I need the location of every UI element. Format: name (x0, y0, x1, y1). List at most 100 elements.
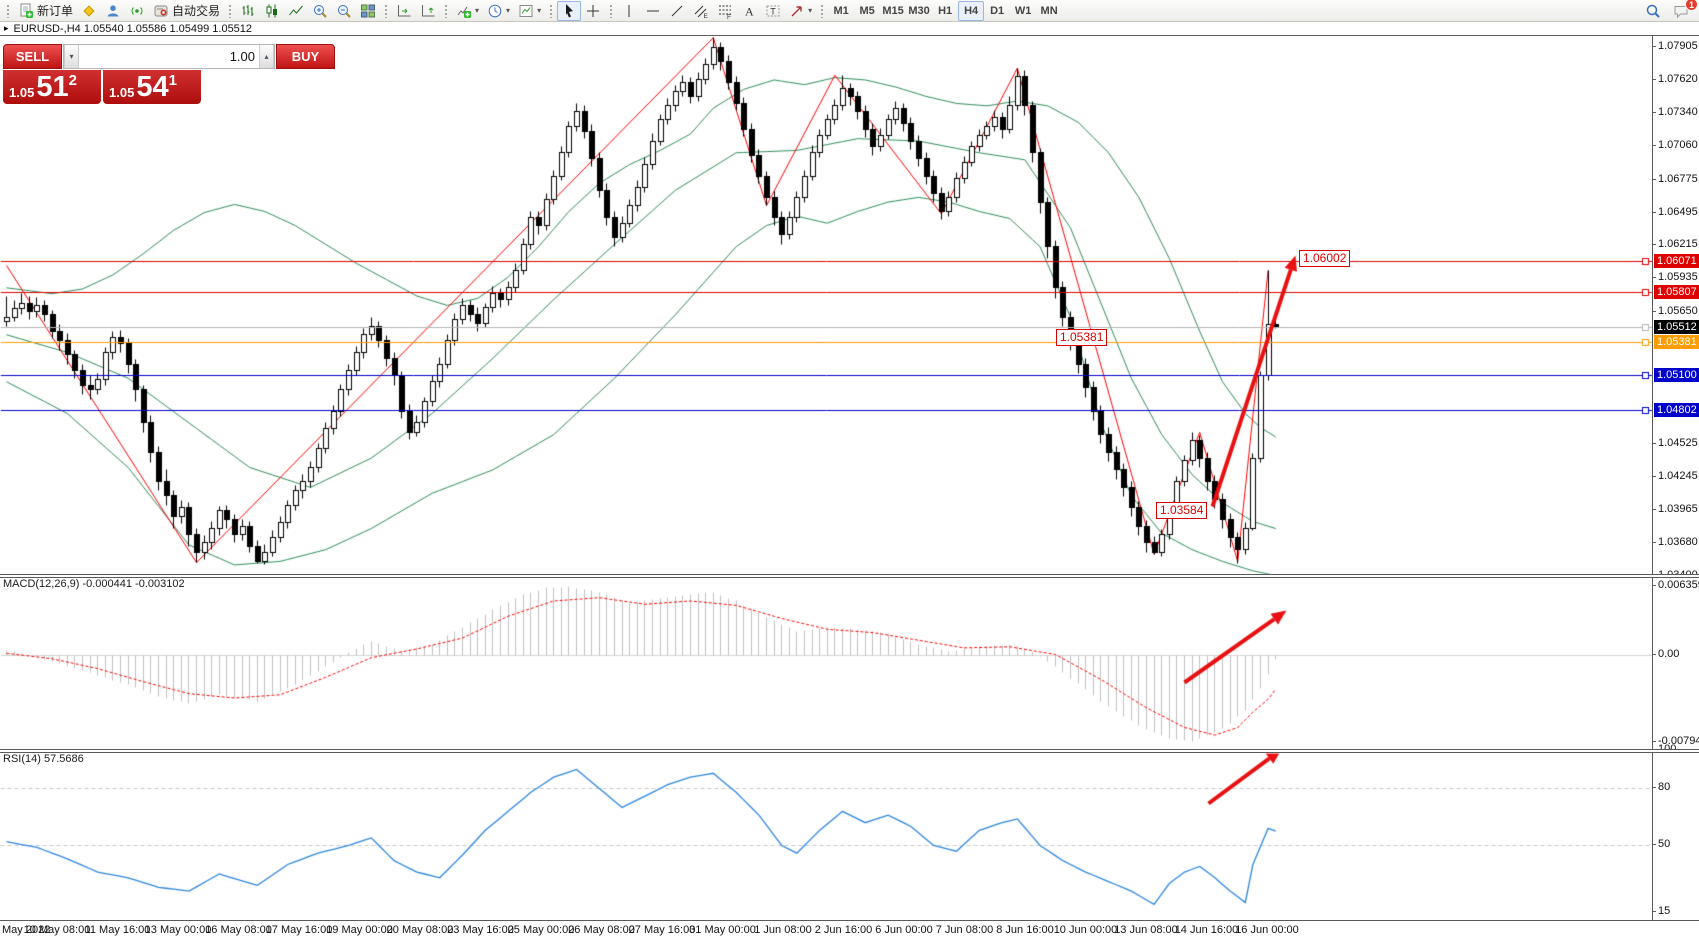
chart-corner-icon: ▸ (4, 23, 9, 33)
toolbar-group-handle[interactable] (609, 3, 614, 18)
line-chart-button[interactable] (284, 1, 308, 21)
price-axis-marker: 1.04802 (1654, 403, 1699, 418)
vertical-line-button[interactable] (617, 1, 641, 21)
time-tick-label: 13 Jun 08:00 (1114, 924, 1178, 936)
trendline-icon (669, 3, 685, 19)
equidistant-channel-icon: E (693, 3, 709, 19)
notifications-button[interactable]: 1 (1669, 0, 1698, 21)
crosshair-button[interactable] (581, 1, 605, 21)
toolbar-group (236, 0, 380, 22)
text-label-icon: T (765, 3, 781, 19)
chevron-down-icon: ▾ (537, 6, 542, 15)
time-tick-label: 14 Jun 16:00 (1174, 924, 1239, 936)
bid-big-digits: 51 (36, 71, 69, 103)
price-label-annotation[interactable]: 1.03584 (1156, 502, 1208, 519)
indicators-button[interactable]: ▾ (452, 1, 483, 21)
auto-scroll-button[interactable] (392, 1, 416, 21)
ask-prefix: 1.05 (109, 85, 135, 100)
time-tick-label: 7 Jun 08:00 (935, 924, 994, 936)
toolbar-group (392, 0, 440, 22)
timeframe-h4-button[interactable]: H4 (958, 0, 985, 21)
price-label-annotation[interactable]: 1.06002 (1299, 250, 1351, 267)
timeframe-m30-button[interactable]: M30 (906, 1, 932, 21)
equidistant-channel-button[interactable]: E (689, 1, 713, 21)
chart-shift-button[interactable] (416, 1, 440, 21)
price-tick-label: 1.06215 (1653, 238, 1698, 251)
arrows-button[interactable]: ▾ (785, 1, 816, 21)
timeframe-mn-button[interactable]: MN (1036, 1, 1062, 21)
time-tick-label: 10 Jun 00:00 (1053, 924, 1118, 936)
buy-button[interactable]: BUY (276, 44, 335, 69)
toolbar-group-handle[interactable] (6, 3, 10, 18)
volume-decrease-button[interactable]: ▾ (64, 45, 79, 68)
toolbar-buttons: 新订单 自动交易 ▾ ▾ ▾ E F A T ▾ M1 M5 M15 M30 H1 H4 D1 W1 MN (2, 0, 1062, 22)
toolbar-group-handle[interactable] (384, 3, 389, 18)
toolbar-group-handle[interactable] (549, 3, 554, 18)
time-tick-label: 17 May 16:00 (265, 924, 333, 936)
tile-windows-icon (360, 3, 376, 19)
macd-scale-label: 0.006359 (1653, 579, 1699, 591)
vertical-line-icon (621, 3, 637, 19)
new-order-button[interactable]: 新订单 (14, 1, 77, 21)
toolbar-group-handle[interactable] (228, 3, 233, 18)
toolbar-group: E F A T ▾ (617, 0, 816, 22)
search-button[interactable] (1641, 1, 1665, 21)
price-label-annotation[interactable]: 1.05381 (1056, 329, 1108, 346)
candlestick-chart-icon (264, 3, 280, 19)
macd-panel-splitter[interactable] (0, 574, 1699, 578)
time-tick-label: 13 May 00:00 (144, 924, 212, 936)
zoom-in-button[interactable] (308, 1, 332, 21)
timeframe-d1-button[interactable]: D1 (984, 1, 1010, 21)
candlestick-chart-button[interactable] (260, 1, 284, 21)
community-button[interactable] (101, 1, 125, 21)
timeframe-m5-button[interactable]: M5 (854, 1, 880, 21)
price-tick-label: 1.07905 (1653, 40, 1698, 52)
tile-windows-button[interactable] (356, 1, 380, 21)
toolbar-right: 1 (1641, 0, 1699, 21)
trendline-button[interactable] (665, 1, 689, 21)
price-axis[interactable]: 1.07905 1.07620 1.07340 1.07060 1.06775 1.064… (1652, 36, 1699, 920)
auto-scroll-icon (396, 3, 412, 19)
rsi-scale-label: 80 (1652, 781, 1671, 793)
arrows-icon (789, 3, 805, 19)
rsi-panel-splitter[interactable] (0, 749, 1699, 753)
volume-increase-button[interactable]: ▴ (259, 45, 274, 68)
zoom-out-button[interactable] (332, 1, 356, 21)
metaeditor-button[interactable] (77, 1, 101, 21)
ask-big-digits: 54 (136, 71, 169, 103)
bar-chart-button[interactable] (236, 1, 260, 21)
timeframe-w1-button[interactable]: W1 (1010, 1, 1036, 21)
horizontal-line-button[interactable] (641, 1, 665, 21)
volume-input[interactable] (79, 45, 259, 68)
templates-button[interactable]: ▾ (514, 1, 545, 21)
signals-button[interactable] (125, 1, 149, 21)
fibonacci-button[interactable]: F (713, 1, 737, 21)
price-tick-label: 1.07060 (1653, 139, 1698, 152)
metaeditor-icon (81, 3, 97, 19)
fibonacci-icon: F (717, 3, 733, 19)
toolbar-group-handle[interactable] (820, 3, 825, 18)
toolbar-group-handle[interactable] (444, 3, 449, 18)
timeframe-h1-button[interactable]: H1 (932, 1, 958, 21)
volume-stepper: ▾ ▴ (63, 44, 275, 69)
text-label-button[interactable]: T (761, 1, 785, 21)
time-axis[interactable]: May 2022 10 May 08:00 11 May 16:00 13 May 0… (0, 920, 1699, 939)
time-tick-label: 1 Jun 08:00 (754, 924, 812, 936)
autotrading-icon (153, 3, 169, 19)
rsi-label: RSI(14) 57.5686 (3, 753, 84, 765)
autotrading-button[interactable]: 自动交易 (149, 1, 224, 21)
chevron-down-icon: ▾ (475, 6, 480, 15)
timeframe-m15-button[interactable]: M15 (880, 1, 906, 21)
community-icon (105, 3, 121, 19)
time-tick-label: 23 May 16:00 (447, 924, 514, 936)
timeframe-m1-button[interactable]: M1 (828, 1, 854, 21)
text-button[interactable]: A (737, 1, 761, 21)
periods-button[interactable]: ▾ (483, 1, 514, 21)
price-axis-marker: 1.05512 (1654, 320, 1699, 334)
cursor-button[interactable] (557, 0, 582, 21)
time-tick-label: 16 May 08:00 (205, 924, 272, 936)
price-tick-label: 1.07620 (1653, 73, 1698, 86)
toolbar-group: ▾ ▾ ▾ (452, 0, 545, 22)
sell-button[interactable]: SELL (3, 44, 62, 69)
